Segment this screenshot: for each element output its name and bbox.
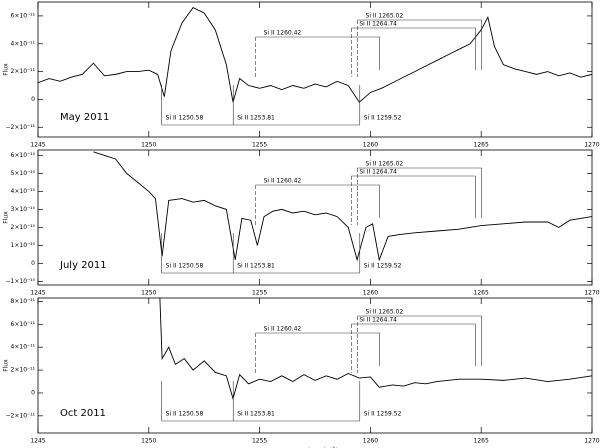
line-label: Si II 1260.42 (264, 326, 302, 333)
x-tick-label: 1250 (141, 290, 156, 297)
x-tick-label: 1260 (363, 438, 378, 445)
y-tick-label: 8×10⁻¹¹ (11, 298, 36, 305)
line-label: Si II 1259.52 (364, 263, 402, 270)
y-tick-label: −2×10⁻¹¹ (6, 124, 36, 131)
x-tick-label: 1250 (141, 438, 156, 445)
y-tick-label: 0 (31, 260, 35, 267)
y-tick-label: 6×10⁻¹¹ (11, 12, 36, 19)
line-label: Si II 1259.52 (364, 411, 402, 418)
y-tick-label: 4×10⁻¹¹ (11, 344, 36, 351)
line-label: Si II 1260.42 (264, 178, 302, 185)
panel: −2×10⁻¹¹ 0 2×10⁻¹¹ 4×10⁻¹¹ 6×10⁻¹¹ 1245 1250 12… (3, 1, 600, 149)
y-axis-label: Flux (3, 63, 10, 76)
line-label: Si II 1265.02 (366, 309, 404, 316)
y-tick-label: 6×10⁻¹⁰ (11, 152, 36, 159)
spectrum-line (38, 6, 592, 103)
plot-frame (37, 297, 593, 434)
y-tick-label: 0 (31, 96, 35, 103)
x-tick-label: 1245 (30, 438, 45, 445)
x-tick-label: 1265 (474, 290, 489, 297)
x-tick-label: 1255 (252, 142, 267, 149)
y-tick-label: 5×10⁻¹⁰ (11, 170, 36, 177)
spectrum-line (93, 151, 592, 262)
x-tick-label: 1260 (363, 142, 378, 149)
plot-frame (37, 1, 593, 138)
y-tick-label: 4×10⁻¹¹ (11, 40, 36, 47)
line-label: Si II 1260.42 (264, 30, 302, 37)
x-tick-label: 1265 (474, 438, 489, 445)
x-tick-label: 1270 (584, 438, 599, 445)
line-label: Si II 1264.74 (359, 169, 397, 176)
x-tick-label: 1255 (252, 438, 267, 445)
y-tick-label: 6×10⁻¹¹ (11, 321, 36, 328)
x-tick-label: 1245 (30, 142, 45, 149)
x-tick-label: 1250 (141, 142, 156, 149)
y-axis-label: Flux (3, 359, 10, 372)
x-tick-label: 1245 (30, 290, 45, 297)
line-label: Si II 1265.02 (366, 13, 404, 20)
line-label: Si II 1250.58 (166, 263, 204, 270)
y-tick-label: 4×10⁻¹⁰ (11, 188, 36, 195)
y-tick-label: −1×10⁻¹⁰ (6, 278, 36, 285)
y-tick-label: 1×10⁻¹⁰ (11, 242, 36, 249)
y-axis-label: Flux (3, 211, 10, 224)
x-tick-label: 1255 (252, 290, 267, 297)
line-label: Si II 1259.52 (364, 115, 402, 122)
panel-label: July 2011 (59, 260, 107, 271)
y-tick-label: −2×10⁻¹¹ (6, 412, 36, 419)
y-tick-label: 3×10⁻¹⁰ (11, 206, 36, 213)
x-tick-label: 1270 (584, 142, 599, 149)
y-tick-label: 2×10⁻¹¹ (11, 367, 36, 374)
panel-label: May 2011 (60, 112, 109, 123)
y-tick-label: 0 (31, 389, 35, 396)
panel: −2×10⁻¹¹ 0 2×10⁻¹¹ 4×10⁻¹¹ 6×10⁻¹¹ 8×10⁻¹¹ 124… (3, 297, 600, 448)
line-label: Si II 1250.58 (166, 411, 204, 418)
y-tick-label: 2×10⁻¹¹ (11, 68, 36, 75)
line-label: Si II 1265.02 (366, 161, 404, 168)
line-label: Si II 1253.81 (237, 115, 275, 122)
x-tick-label: 1260 (363, 290, 378, 297)
x-tick-label: 1270 (584, 290, 599, 297)
panel-label: Oct 2011 (60, 408, 106, 419)
y-tick-label: 2×10⁻¹⁰ (11, 224, 36, 231)
plot-frame (37, 149, 593, 286)
spectrum-line (159, 298, 592, 401)
line-label: Si II 1264.74 (359, 317, 397, 324)
line-label: Si II 1264.74 (359, 21, 397, 28)
line-label: Si II 1253.81 (237, 263, 275, 270)
x-tick-label: 1265 (474, 142, 489, 149)
panel: −1×10⁻¹⁰ 0 1×10⁻¹⁰ 2×10⁻¹⁰ 3×10⁻¹⁰ 4×10⁻¹⁰ 5×1… (3, 149, 600, 297)
line-label: Si II 1250.58 (166, 115, 204, 122)
line-label: Si II 1253.81 (237, 411, 275, 418)
